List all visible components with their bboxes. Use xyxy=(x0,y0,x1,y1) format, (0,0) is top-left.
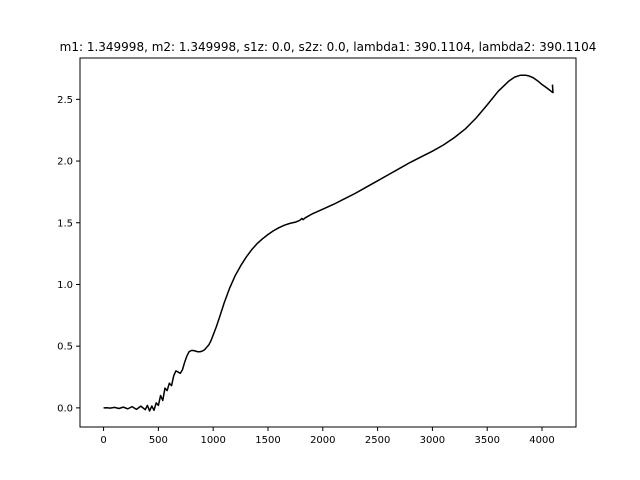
y-tick-label: 1.0 xyxy=(57,280,73,291)
x-tick-label: 4000 xyxy=(529,435,554,446)
y-tick-label: 0.0 xyxy=(57,403,73,414)
x-tick-label: 1500 xyxy=(255,435,280,446)
y-tick-label: 1.5 xyxy=(57,218,73,229)
y-axis: 0.0 0.5 1.0 1.5 2.0 2.5 xyxy=(57,95,80,414)
series-line-0 xyxy=(103,74,554,412)
x-axis: 0 500 1000 1500 2000 2500 3000 3500 4000 xyxy=(100,427,555,446)
x-tick-label: 2000 xyxy=(310,435,335,446)
plot-layer xyxy=(103,74,554,412)
x-tick-label: 500 xyxy=(149,435,168,446)
y-tick-label: 2.0 xyxy=(57,157,73,168)
x-tick-label: 1000 xyxy=(200,435,225,446)
x-tick-label: 2500 xyxy=(365,435,390,446)
y-tick-label: 0.5 xyxy=(57,342,73,353)
axes-frame xyxy=(79,57,577,428)
chart-title: m1: 1.349998, m2: 1.349998, s1z: 0.0, s2… xyxy=(60,40,597,54)
x-tick-label: 3000 xyxy=(420,435,445,446)
x-tick-label: 3500 xyxy=(474,435,499,446)
y-tick-label: 2.5 xyxy=(57,95,73,106)
x-tick-label: 0 xyxy=(100,435,106,446)
